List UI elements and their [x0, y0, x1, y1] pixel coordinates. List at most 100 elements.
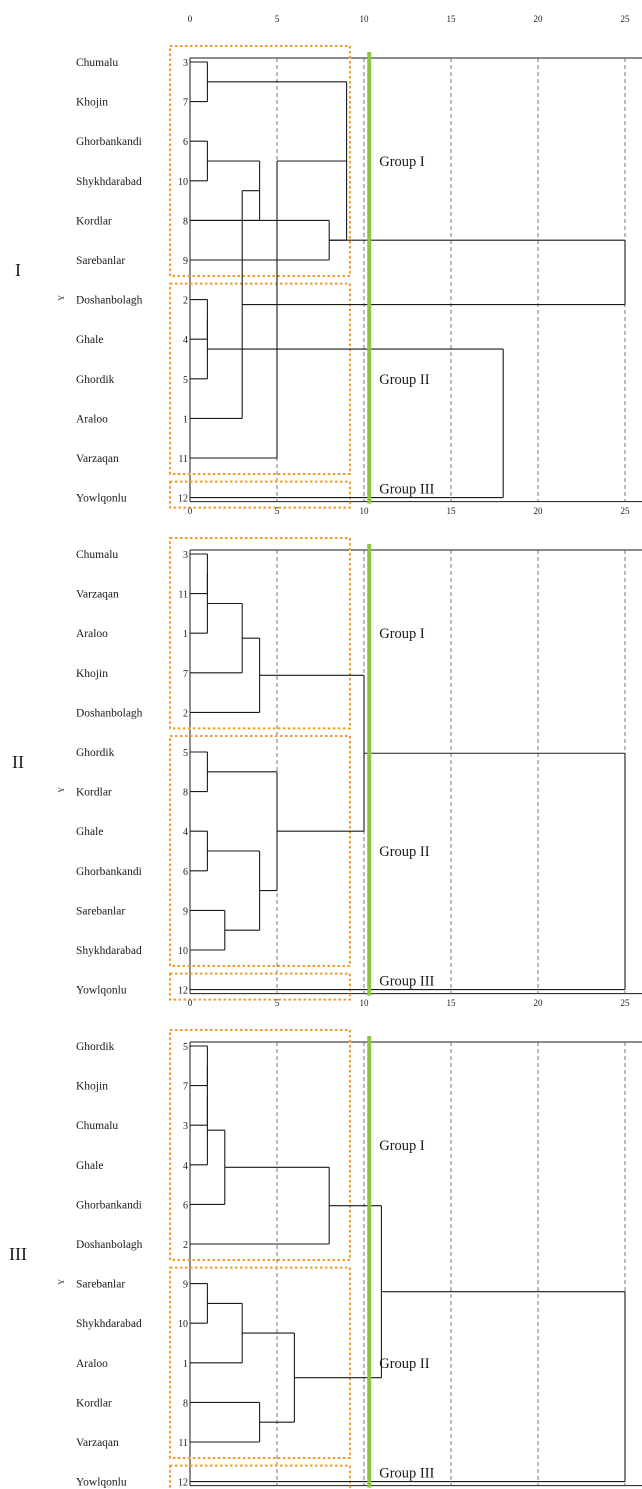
site-index: 3: [183, 58, 188, 69]
site-label: Chumalu: [76, 1120, 118, 1132]
site-label: Ghale: [76, 1160, 103, 1172]
site-label: Kordlar: [76, 1397, 112, 1409]
group-label: Group I: [379, 1138, 425, 1154]
site-label: Ghordik: [76, 1041, 115, 1053]
site-label: Sarebanlar: [76, 905, 125, 917]
site-label: Yowlqonlu: [76, 985, 127, 997]
site-label: Doshanbolagh: [76, 295, 143, 307]
site-index: 10: [178, 1319, 188, 1330]
site-label: Doshanbolagh: [76, 707, 143, 719]
site-index: 4: [183, 335, 188, 346]
axis-tick-label: 5: [275, 998, 280, 1008]
site-index: 5: [183, 1042, 188, 1053]
group-label: Group III: [379, 974, 434, 990]
site-label: Araloo: [76, 628, 108, 640]
site-index: 1: [183, 629, 188, 640]
site-index: 2: [183, 708, 188, 719]
group-label: Group II: [379, 372, 430, 388]
site-index: 9: [183, 1280, 188, 1291]
site-label: Araloo: [76, 413, 108, 425]
axis-tick-label: 20: [534, 998, 544, 1008]
group-label: Group II: [379, 844, 430, 860]
site-index: 10: [178, 946, 188, 957]
site-index: 9: [183, 256, 188, 267]
site-index: 7: [183, 1082, 188, 1093]
axis-tick-label: 15: [447, 14, 457, 24]
axis-tick-label: 15: [447, 506, 457, 516]
site-index: 2: [183, 296, 188, 307]
site-label: Varzaqan: [76, 1437, 119, 1449]
site-label: Shykhdarabad: [76, 1318, 142, 1330]
group-box: [169, 1029, 351, 1261]
site-label: Yowlqonlu: [76, 493, 127, 505]
axis-tick-label: 25: [621, 998, 631, 1008]
axis-tick-label: 5: [275, 506, 280, 516]
site-index: 9: [183, 906, 188, 917]
site-label: Khojin: [76, 668, 108, 680]
axis-tick-label: 0: [188, 14, 193, 24]
site-index: 8: [183, 1398, 188, 1409]
group-label: Group I: [379, 154, 425, 170]
site-label: Yowlqonlu: [76, 1477, 127, 1489]
site-label: Ghorbankandi: [76, 136, 142, 148]
axis-tick-label: 15: [447, 998, 457, 1008]
axis-tick-label: 25: [621, 506, 631, 516]
site-label: Ghorbankandi: [76, 1199, 142, 1211]
site-label: Kordlar: [76, 787, 112, 799]
site-label: Khojin: [76, 1081, 108, 1093]
site-label: Shykhdarabad: [76, 945, 142, 957]
site-label: Khojin: [76, 97, 108, 109]
y-axis-marker: Y: [57, 787, 66, 793]
site-index: 7: [183, 98, 188, 109]
site-index: 12: [178, 986, 188, 997]
group-label: Group II: [379, 1356, 430, 1372]
site-index: 8: [183, 788, 188, 799]
site-index: 4: [183, 1161, 188, 1172]
group-box: [169, 480, 351, 509]
site-label: Ghale: [76, 334, 103, 346]
site-label: Chumalu: [76, 57, 118, 69]
site-index: 5: [183, 748, 188, 759]
site-label: Sarebanlar: [76, 1279, 125, 1291]
site-index: 6: [183, 137, 188, 148]
axis-tick-label: 5: [275, 14, 280, 24]
site-label: Ghordik: [76, 747, 115, 759]
site-index: 1: [183, 1359, 188, 1370]
site-index: 10: [178, 177, 188, 188]
axis-tick-label: 10: [360, 506, 370, 516]
site-index: 11: [178, 454, 188, 465]
site-label: Varzaqan: [76, 589, 119, 601]
panel-label: I: [15, 260, 21, 280]
site-index: 7: [183, 669, 188, 680]
group-box: [169, 1464, 351, 1489]
axis-tick-label: 20: [534, 506, 544, 516]
group-box: [169, 282, 351, 475]
group-box: [169, 735, 351, 967]
site-index: 1: [183, 414, 188, 425]
site-index: 3: [183, 1121, 188, 1132]
site-index: 5: [183, 375, 188, 386]
site-label: Ghordik: [76, 374, 115, 386]
site-index: 6: [183, 1200, 188, 1211]
group-box: [169, 1266, 351, 1459]
panel-label: II: [12, 752, 24, 772]
site-index: 12: [178, 1478, 188, 1489]
axis-tick-label: 10: [360, 14, 370, 24]
site-label: Ghale: [76, 826, 103, 838]
axis-tick-label: 25: [621, 14, 631, 24]
site-index: 6: [183, 867, 188, 878]
site-index: 3: [183, 550, 188, 561]
group-box: [169, 45, 351, 277]
site-label: Chumalu: [76, 549, 118, 561]
site-index: 11: [178, 1438, 188, 1449]
group-label: Group I: [379, 626, 425, 642]
site-label: Kordlar: [76, 215, 112, 227]
site-label: Sarebanlar: [76, 255, 125, 267]
group-label: Group III: [379, 482, 434, 498]
site-index: 4: [183, 827, 188, 838]
site-label: Doshanbolagh: [76, 1239, 143, 1251]
site-index: 8: [183, 216, 188, 227]
axis-tick-label: 10: [360, 998, 370, 1008]
site-index: 12: [178, 494, 188, 505]
